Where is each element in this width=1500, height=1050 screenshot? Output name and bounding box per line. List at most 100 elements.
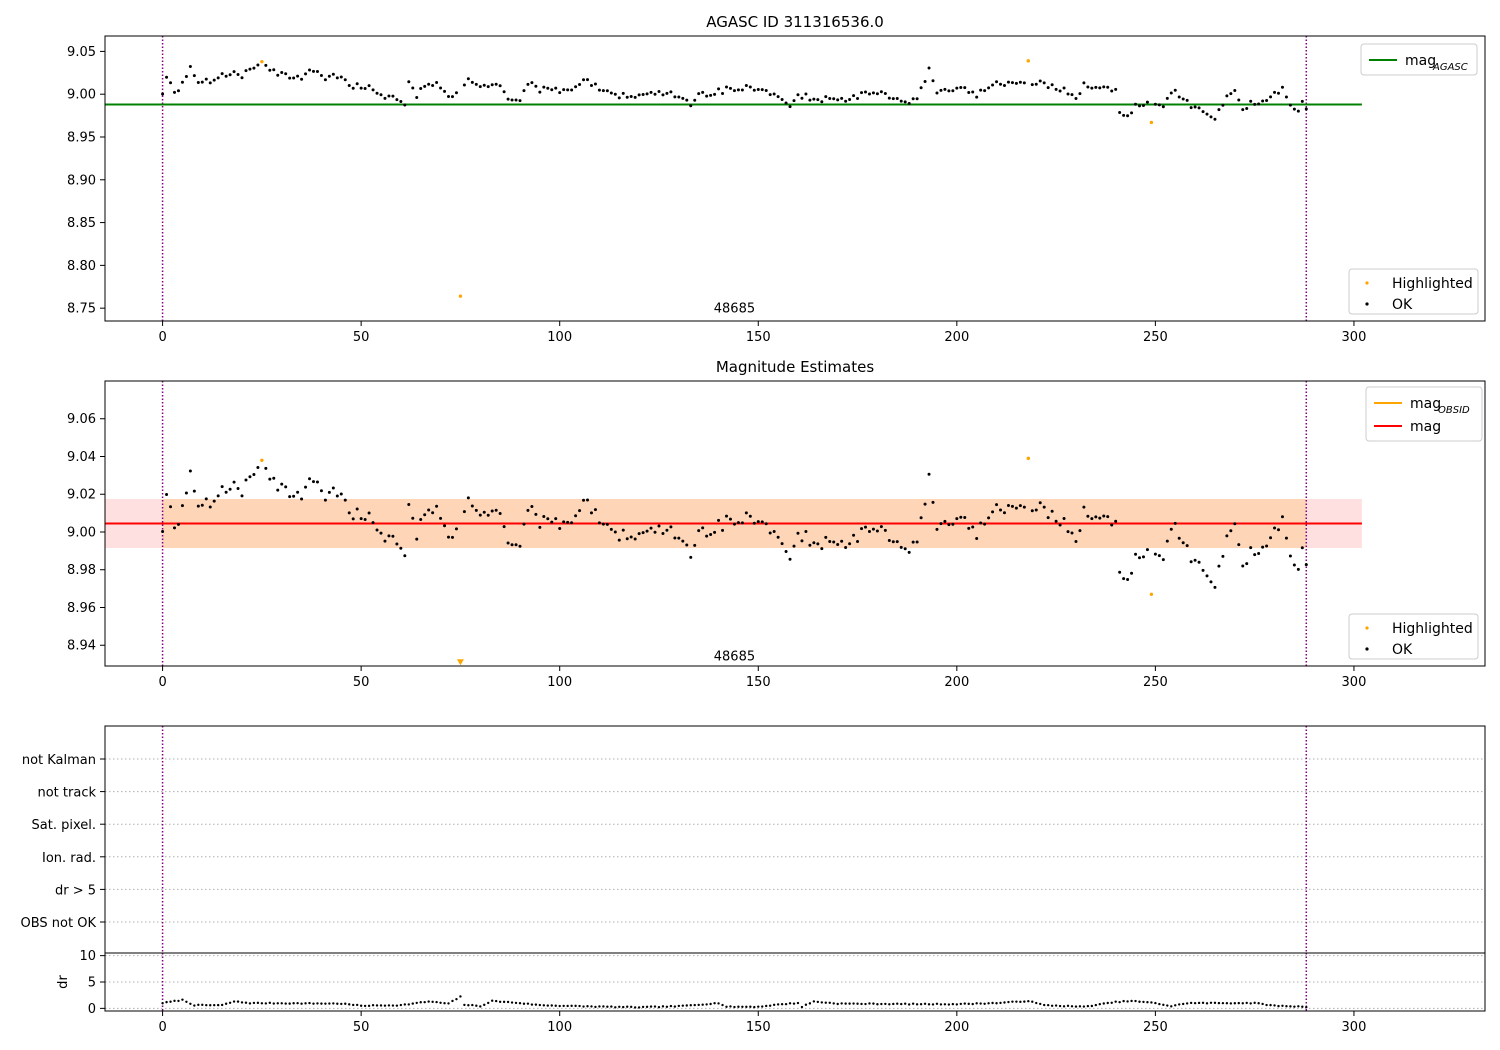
ok-point bbox=[681, 96, 685, 100]
ok-point bbox=[629, 94, 633, 98]
ok-point bbox=[208, 81, 212, 85]
dr-point bbox=[729, 1005, 732, 1008]
ok-point bbox=[1165, 539, 1169, 543]
dr-point bbox=[804, 1003, 808, 1006]
ok-point bbox=[1138, 104, 1142, 108]
dr-point bbox=[1062, 1005, 1066, 1008]
ok-point bbox=[605, 522, 609, 526]
ok-point bbox=[403, 103, 407, 107]
y-tick-label: 8.98 bbox=[67, 563, 96, 578]
dr-point bbox=[1158, 1002, 1161, 1006]
ok-point bbox=[812, 541, 816, 545]
dr-point bbox=[161, 1002, 164, 1005]
dr-point bbox=[419, 1001, 422, 1004]
ok-point bbox=[319, 489, 323, 493]
dr-point bbox=[447, 1002, 450, 1005]
ok-point bbox=[1300, 99, 1304, 103]
dr-point bbox=[340, 1002, 343, 1006]
dr-point bbox=[1126, 1000, 1129, 1003]
ok-point bbox=[788, 557, 792, 561]
ok-point bbox=[867, 529, 871, 533]
ok-point bbox=[824, 535, 828, 539]
ok-point bbox=[228, 73, 232, 77]
dr-point bbox=[919, 1003, 923, 1006]
dr-point bbox=[828, 1001, 831, 1004]
dr-point bbox=[888, 1003, 891, 1006]
dr-point bbox=[371, 1004, 375, 1007]
ok-point bbox=[284, 72, 288, 76]
dr-point bbox=[1046, 1003, 1050, 1007]
ok-point bbox=[355, 507, 359, 511]
dr-point bbox=[213, 1003, 216, 1007]
dr-point bbox=[518, 1002, 522, 1005]
dr-point bbox=[312, 1002, 315, 1005]
ok-point bbox=[649, 90, 653, 94]
dr-point bbox=[681, 1004, 685, 1007]
dr-point bbox=[1166, 1004, 1169, 1007]
ok-point bbox=[613, 92, 617, 96]
ok-point bbox=[1181, 97, 1185, 101]
ok-point bbox=[601, 89, 605, 93]
ok-point bbox=[311, 480, 315, 484]
dr-point bbox=[355, 1003, 359, 1007]
ok-point bbox=[1288, 554, 1292, 558]
ok-point bbox=[597, 88, 601, 92]
ok-point bbox=[582, 78, 586, 82]
ok-point bbox=[276, 488, 280, 492]
dr-point bbox=[320, 1002, 323, 1005]
ok-point bbox=[1229, 92, 1233, 96]
ok-point bbox=[1249, 546, 1253, 550]
dr-point bbox=[1265, 1003, 1268, 1007]
dr-point bbox=[490, 999, 494, 1002]
ok-point bbox=[621, 91, 625, 95]
dr-point bbox=[1221, 1001, 1225, 1005]
ok-point bbox=[756, 520, 760, 524]
ok-point bbox=[562, 88, 566, 92]
ok-point bbox=[228, 487, 232, 491]
ok-point bbox=[526, 508, 530, 512]
ok-point bbox=[244, 69, 248, 73]
ok-point bbox=[1145, 100, 1149, 104]
ok-point bbox=[220, 72, 224, 76]
ok-point bbox=[856, 96, 860, 100]
dr-point bbox=[177, 999, 180, 1003]
dr-point bbox=[471, 1003, 474, 1007]
dr-point bbox=[1297, 1005, 1300, 1008]
ok-point bbox=[927, 66, 931, 70]
dr-point bbox=[872, 1002, 875, 1005]
x-tick-label: 100 bbox=[547, 330, 572, 345]
dr-point bbox=[455, 997, 458, 1001]
ok-point bbox=[1276, 91, 1280, 95]
dr-point bbox=[602, 1005, 605, 1008]
dr-point bbox=[348, 1003, 351, 1006]
ok-point bbox=[613, 530, 617, 534]
flag-category-label: not track bbox=[37, 786, 96, 801]
dr-point bbox=[1201, 1001, 1205, 1005]
dr-point bbox=[1225, 1002, 1229, 1005]
dr-point bbox=[765, 1004, 768, 1008]
ok-point bbox=[180, 80, 184, 84]
dr-point bbox=[574, 1004, 577, 1008]
dr-point bbox=[272, 1002, 275, 1005]
ok-point bbox=[308, 68, 312, 72]
ok-point bbox=[625, 95, 629, 99]
dr-point bbox=[1110, 1001, 1113, 1004]
ok-point bbox=[411, 516, 415, 520]
ok-point bbox=[637, 93, 641, 97]
y-tick-label: 9.00 bbox=[67, 88, 96, 103]
ok-point bbox=[296, 74, 300, 78]
dr-point bbox=[1233, 1002, 1237, 1005]
ok-point bbox=[1253, 553, 1257, 557]
ok-point bbox=[304, 485, 308, 489]
dr-point bbox=[407, 1003, 410, 1006]
ok-point bbox=[740, 88, 744, 92]
ok-point bbox=[1090, 86, 1094, 90]
legend-label: mag bbox=[1410, 419, 1441, 435]
ok-point bbox=[665, 528, 669, 532]
ok-point bbox=[1066, 92, 1070, 96]
dr-point bbox=[387, 1004, 391, 1007]
ok-point bbox=[268, 477, 272, 481]
ok-point bbox=[443, 89, 447, 93]
ok-point bbox=[1161, 558, 1165, 562]
ok-point bbox=[1022, 81, 1026, 85]
